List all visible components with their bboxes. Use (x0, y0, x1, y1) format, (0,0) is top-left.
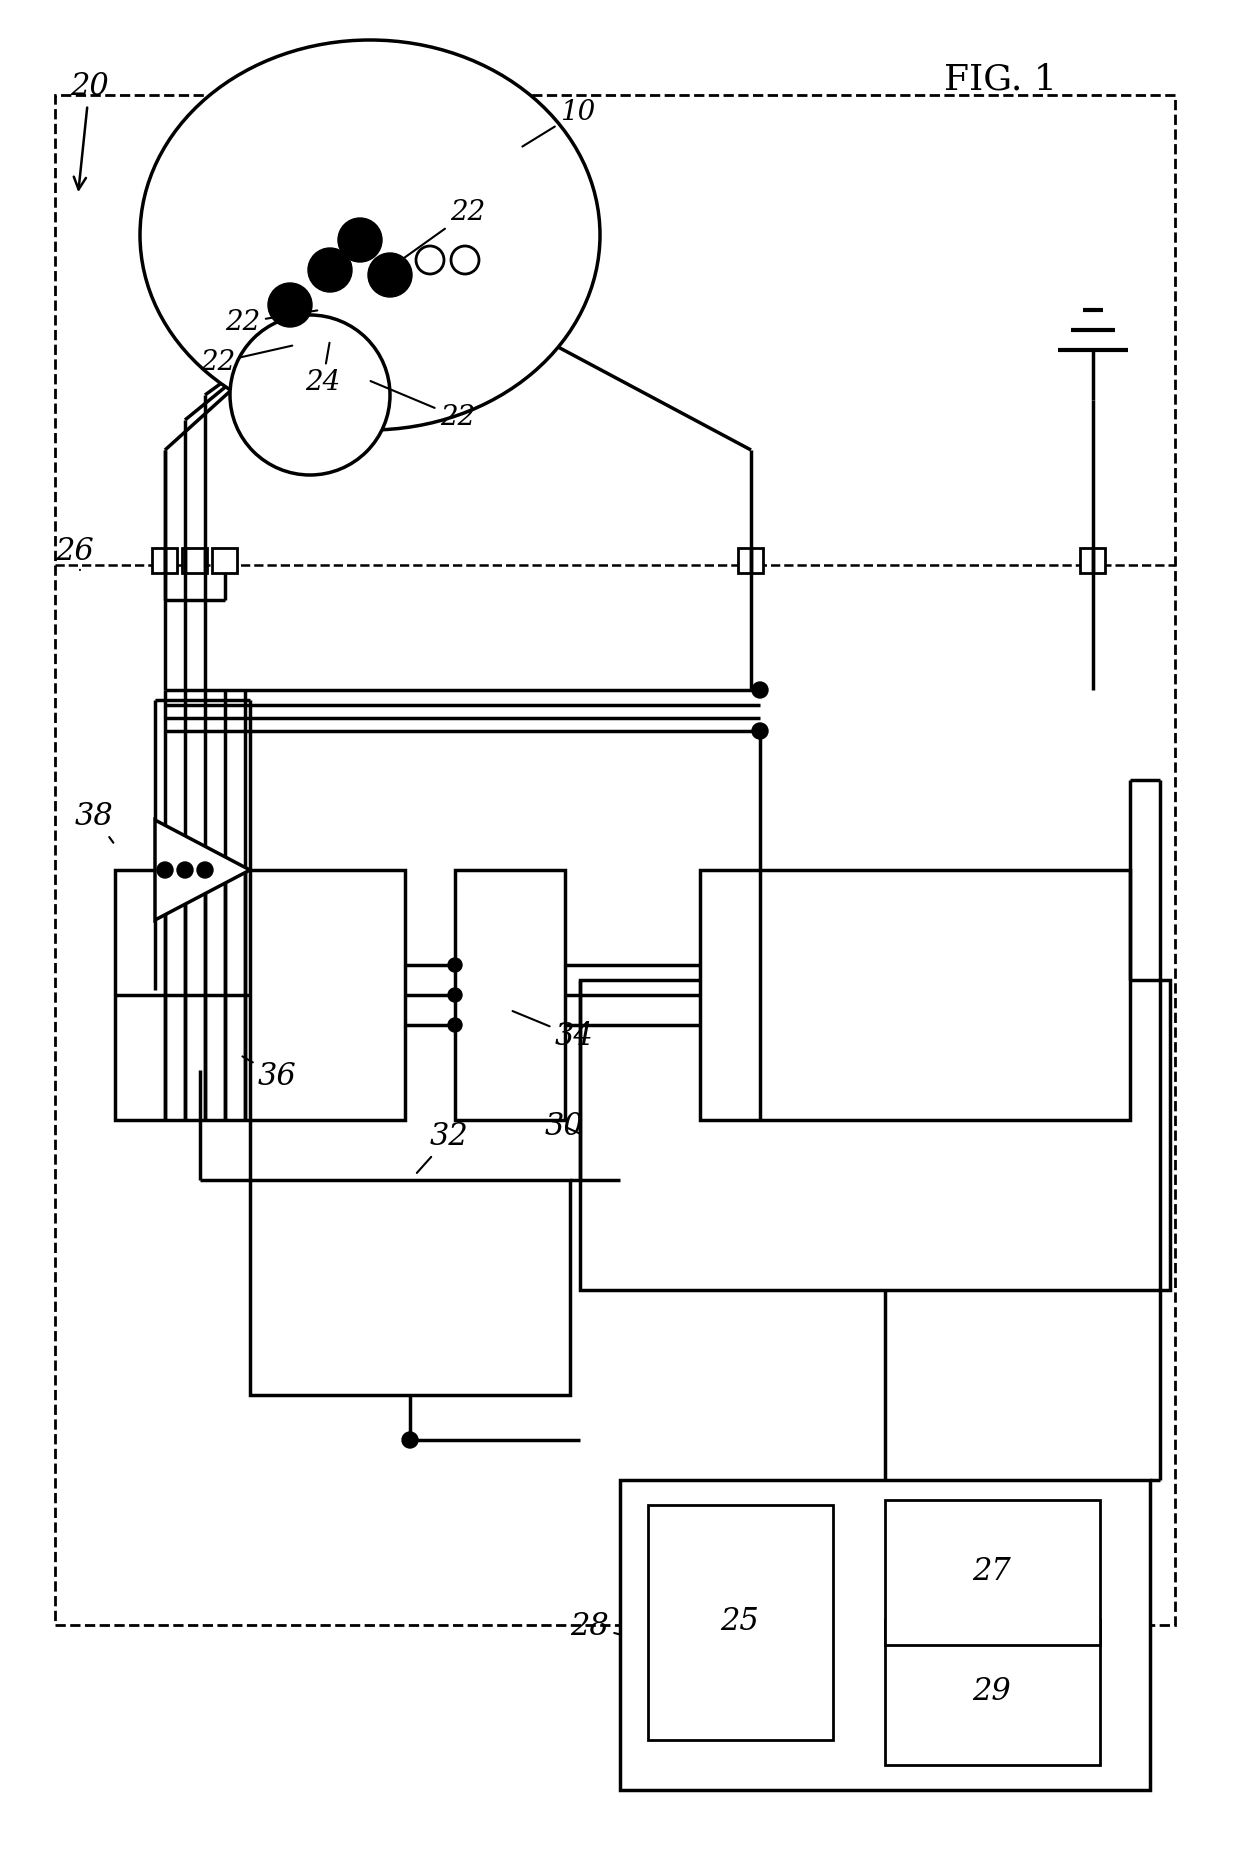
Circle shape (449, 988, 462, 1001)
Text: 22: 22 (370, 381, 476, 431)
Text: 29: 29 (973, 1676, 1011, 1708)
Text: 20: 20 (69, 71, 109, 189)
Circle shape (157, 862, 173, 878)
Circle shape (449, 1018, 462, 1031)
Circle shape (268, 283, 312, 326)
Text: 26: 26 (55, 536, 94, 570)
Text: 36: 36 (243, 1056, 297, 1091)
Bar (55, 96, 1175, 1626)
Text: 22: 22 (199, 345, 292, 377)
Text: 27: 27 (973, 1556, 1011, 1588)
Text: 38: 38 (76, 801, 114, 842)
Circle shape (449, 958, 462, 971)
Text: 22: 22 (393, 199, 486, 266)
Text: 25: 25 (721, 1607, 760, 1637)
Text: 34: 34 (513, 1011, 593, 1052)
Ellipse shape (140, 39, 600, 429)
Circle shape (416, 246, 444, 274)
Text: 32: 32 (416, 1121, 468, 1174)
Bar (620, 1479, 1150, 1791)
Bar (885, 1500, 1100, 1644)
Bar (700, 870, 1130, 1119)
Circle shape (401, 1432, 418, 1448)
Text: 24: 24 (305, 343, 341, 396)
Bar (1080, 548, 1105, 574)
Text: 28: 28 (570, 1611, 620, 1642)
Bar (182, 548, 207, 574)
Circle shape (197, 862, 213, 878)
Circle shape (752, 724, 768, 739)
Bar (212, 548, 237, 574)
Text: FIG. 1: FIG. 1 (944, 64, 1057, 98)
Circle shape (451, 246, 479, 274)
Bar (455, 870, 565, 1119)
Circle shape (368, 253, 413, 296)
Bar (152, 548, 177, 574)
Circle shape (752, 682, 768, 698)
Text: 30: 30 (545, 1112, 584, 1142)
Text: 10: 10 (523, 99, 595, 146)
Circle shape (338, 218, 382, 262)
Bar (115, 870, 405, 1119)
Bar (885, 1620, 1100, 1764)
Circle shape (177, 862, 193, 878)
Bar (648, 1506, 833, 1740)
Bar (738, 548, 763, 574)
Polygon shape (155, 819, 250, 921)
Circle shape (230, 315, 390, 474)
Text: 22: 22 (225, 309, 317, 336)
Bar (250, 1179, 570, 1395)
Circle shape (309, 248, 352, 292)
Bar (580, 981, 1170, 1290)
